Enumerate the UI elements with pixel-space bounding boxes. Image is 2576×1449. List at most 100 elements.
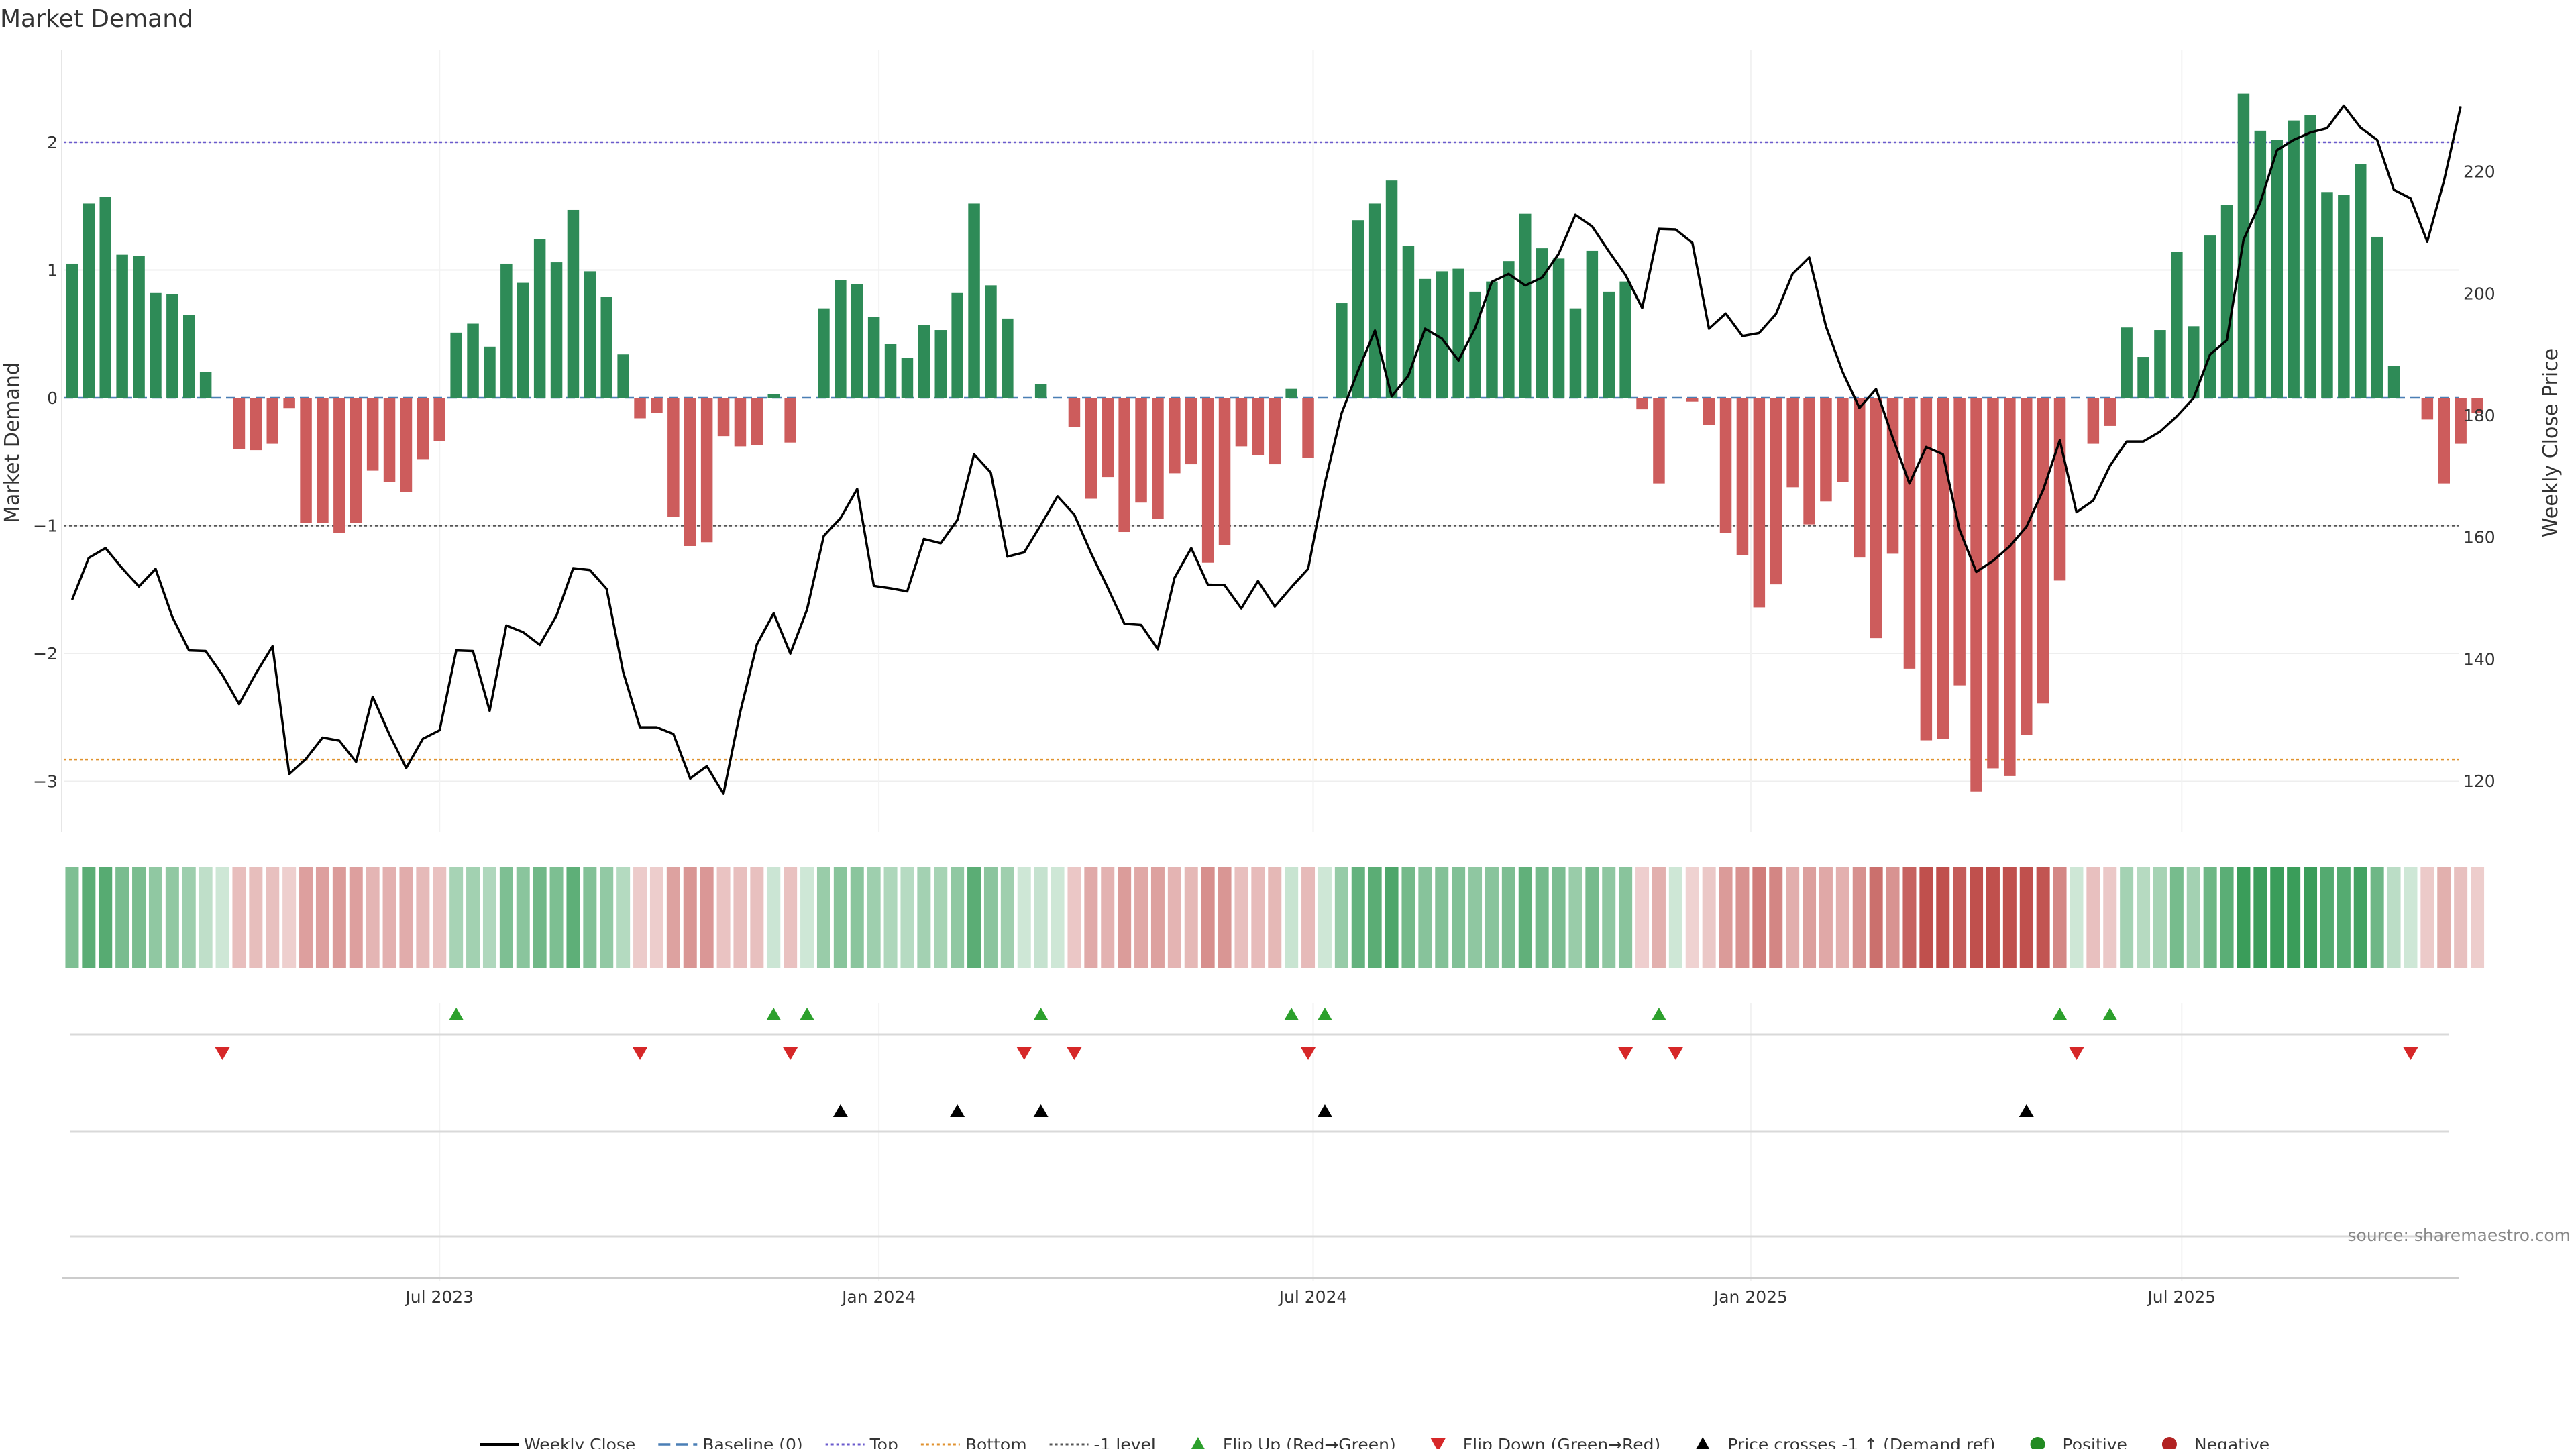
flip-down-marker [1668, 1047, 1683, 1060]
x-tick-label: Jan 2024 [841, 1287, 916, 1307]
heat-cell [1786, 867, 1800, 968]
demand-bar [550, 262, 563, 398]
heat-cell [2203, 867, 2217, 968]
heat-cell [115, 867, 129, 968]
heat-cell [1919, 867, 1933, 968]
demand-bar [533, 239, 546, 398]
legend-item: -1 level [1049, 1435, 1156, 1449]
demand-bar [884, 343, 897, 398]
demand-bar [1903, 398, 1916, 669]
heat-cell [2270, 867, 2284, 968]
demand-bar [183, 315, 195, 398]
heat-cell [1986, 867, 2000, 968]
y-tick-right-label: 120 [2463, 771, 2496, 791]
heat-cell [182, 867, 196, 968]
demand-bar [66, 263, 78, 398]
heat-cell [2337, 867, 2351, 968]
heat-cell [1385, 867, 1399, 968]
demand-bar [1336, 303, 1348, 398]
heat-cell [1167, 867, 1181, 968]
demand-bar [317, 398, 329, 523]
flip-up-marker [2102, 1008, 2118, 1020]
y-tick-left-label: 2 [47, 133, 58, 152]
legend-item: Negative [2161, 1435, 2269, 1449]
flip-up-marker [800, 1008, 815, 1020]
demand-bar [283, 398, 295, 409]
demand-bar [1269, 398, 1281, 465]
demand-bar [667, 398, 680, 517]
demand-bar [851, 284, 863, 398]
price-cross-marker [2019, 1104, 2034, 1117]
demand-bar [600, 297, 612, 398]
flip-down-marker [215, 1047, 230, 1060]
y-ticks-left: −3 −2 −1 0 1 2 [33, 133, 58, 792]
heat-cell [315, 867, 329, 968]
demand-bar [1118, 398, 1130, 533]
flip-down-marker [1067, 1047, 1082, 1060]
demand-bar [366, 398, 379, 471]
heat-cell [1067, 867, 1081, 968]
heat-cell [215, 867, 229, 968]
chart-title: Market Demand [0, 5, 193, 33]
flip-down-marker [1301, 1047, 1316, 1060]
heat-cell [65, 867, 79, 968]
heat-cell [2137, 867, 2151, 968]
demand-bar [450, 332, 462, 398]
heat-cell [299, 867, 313, 968]
demand-bar [867, 317, 880, 398]
demand-bar [2455, 398, 2467, 444]
demand-bar [1252, 398, 1265, 455]
heat-cell [1134, 867, 1148, 968]
legend-label: Positive [2063, 1435, 2127, 1449]
demand-bar [2471, 398, 2483, 413]
heat-cell [2070, 867, 2084, 968]
demand-bar [784, 398, 796, 443]
y-tick-left-label: −2 [33, 644, 58, 663]
heat-cell [816, 867, 830, 968]
legend-label: Flip Down (Green→Red) [1463, 1435, 1661, 1449]
legend-label: Top [869, 1435, 898, 1449]
demand-bar [400, 398, 413, 492]
heat-cell [499, 867, 513, 968]
heat-cell [2002, 867, 2017, 968]
demand-bar [1870, 398, 1882, 639]
demand-bar [1937, 398, 1949, 739]
demand-bar [1786, 398, 1799, 488]
demand-bar [2254, 130, 2267, 398]
heat-cell [1468, 867, 1483, 968]
demand-bar [1002, 318, 1014, 398]
demand-bar [1185, 398, 1197, 465]
demand-bar [2338, 195, 2350, 398]
heat-cell [967, 867, 981, 968]
legend-item: Weekly Close [480, 1435, 635, 1449]
heat-cell [1886, 867, 1900, 968]
demand-bar [99, 197, 111, 398]
grid-layer [61, 50, 2459, 1281]
demand-bar [1169, 398, 1181, 474]
heat-cell [2287, 867, 2301, 968]
demand-bar [150, 292, 162, 398]
flip-up-marker [1033, 1008, 1049, 1020]
heat-cell [1150, 867, 1165, 968]
demand-bar [1854, 398, 1866, 558]
heat-cell [716, 867, 731, 968]
flip-down-marker [1618, 1047, 1633, 1060]
heat-cell [199, 867, 213, 968]
demand-bar [1034, 384, 1047, 398]
demand-bar [133, 256, 145, 398]
demand-bar [1837, 398, 1849, 482]
flip-down-marker [1016, 1047, 1032, 1060]
heat-cell [1268, 867, 1282, 968]
demand-bar [1736, 398, 1749, 555]
heat-cell [2186, 867, 2200, 968]
legend-label: Price crosses -1 ↑ (Demand ref) [1727, 1435, 1995, 1449]
flip-up-marker [1284, 1008, 1299, 1020]
demand-bar [1586, 250, 1599, 398]
demand-bar [383, 398, 396, 482]
demand-bar [584, 271, 596, 398]
legend-item: Top [825, 1435, 898, 1449]
demand-bar [1285, 388, 1297, 398]
price-cross-marker [1317, 1104, 1332, 1117]
flip-up-marker [1317, 1008, 1332, 1020]
heat-cell [784, 867, 798, 968]
